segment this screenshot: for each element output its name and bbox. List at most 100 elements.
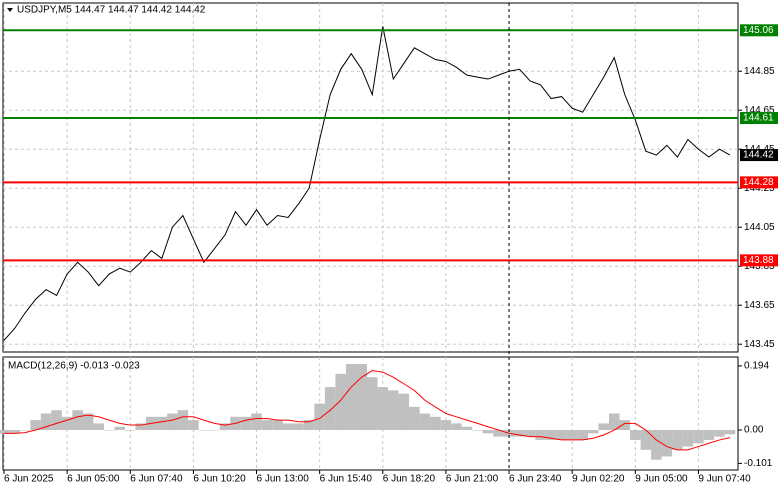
level-label: 143.88 — [743, 255, 774, 266]
macd-bar — [703, 430, 715, 440]
macd-bar — [198, 430, 210, 431]
macd-bar — [93, 423, 104, 431]
level-label: 145.06 — [743, 25, 774, 36]
y-tick-label: -0.101 — [744, 458, 773, 469]
x-tick-label: 6 Jun 13:00 — [257, 474, 310, 485]
macd-title: MACD(12,26,9) -0.013 -0.023 — [8, 361, 140, 372]
macd-bar — [587, 430, 599, 434]
current-price-label: 144.42 — [743, 150, 774, 161]
macd-bar — [156, 416, 168, 431]
y-tick-label: 0.194 — [744, 361, 769, 372]
macd-bar — [545, 430, 557, 440]
x-tick-label: 6 Jun 18:20 — [383, 474, 436, 485]
macd-bar — [30, 420, 41, 431]
y-tick-label: 144.85 — [744, 66, 775, 77]
x-tick-label: 6 Jun 07:40 — [130, 474, 183, 485]
macd-bar — [609, 413, 620, 431]
macd-bar — [209, 430, 220, 431]
macd-bar — [640, 430, 652, 450]
level-label: 144.61 — [743, 113, 774, 124]
macd-bar — [598, 423, 609, 431]
macd-bar — [430, 416, 441, 431]
macd-bar — [419, 413, 431, 431]
x-tick-label: 6 Jun 05:00 — [67, 474, 120, 485]
macd-bar — [9, 430, 20, 434]
macd-bar — [566, 430, 578, 440]
level-label-box — [740, 176, 778, 189]
signal-line — [4, 370, 731, 451]
macd-bar — [556, 430, 567, 440]
macd-bar — [409, 406, 420, 431]
macd-bar — [335, 373, 346, 431]
macd-bar — [293, 423, 304, 431]
macd-bar — [303, 420, 315, 431]
macd-bar — [524, 430, 536, 437]
macd-bar — [167, 413, 178, 431]
macd-bar — [693, 430, 704, 444]
level-label-box — [740, 112, 778, 125]
x-tick-label: 9 Jun 02:20 — [572, 474, 625, 485]
macd-bar — [461, 426, 473, 431]
level-label-box — [740, 24, 778, 37]
macd-bar — [398, 393, 410, 431]
macd-bar — [177, 410, 189, 431]
macd-bar — [367, 377, 378, 431]
level-label: 144.28 — [743, 177, 774, 188]
macd-bar — [514, 430, 525, 437]
macd-bar — [103, 430, 115, 431]
macd-bar — [51, 410, 62, 431]
x-tick-label: 6 Jun 23:40 — [509, 474, 562, 485]
macd-bar — [482, 430, 494, 434]
y-tick-label: 143.45 — [744, 339, 775, 350]
macd-bar — [356, 363, 367, 431]
x-tick-label: 6 Jun 10:20 — [193, 474, 246, 485]
macd-bar — [619, 420, 631, 431]
macd-bar — [661, 430, 673, 457]
macd-bar — [135, 423, 147, 431]
x-tick-label: 6 Jun 21:00 — [446, 474, 499, 485]
x-tick-label: 6 Jun 2025 — [4, 474, 54, 485]
price-panel — [2, 2, 739, 353]
macd-bar — [40, 413, 52, 431]
menu-arrow — [7, 8, 13, 12]
macd-bar — [72, 410, 83, 431]
macd-bar — [19, 430, 31, 431]
macd-bar — [114, 426, 125, 431]
macd-bar — [324, 387, 336, 431]
price-line — [3, 26, 731, 341]
macd-bar — [314, 403, 325, 431]
x-tick-label: 6 Jun 15:40 — [320, 474, 373, 485]
macd-bar — [219, 423, 231, 431]
macd-bar — [493, 430, 504, 437]
y-tick-label: 0.00 — [744, 425, 764, 436]
x-tick-label: 9 Jun 05:00 — [635, 474, 688, 485]
macd-bar — [345, 363, 357, 431]
macd-bar — [251, 413, 262, 431]
y-tick-label: 143.65 — [744, 300, 775, 311]
macd-bar — [440, 420, 452, 431]
macd-bar — [125, 430, 136, 431]
macd-bar — [61, 416, 73, 431]
macd-bar — [724, 430, 736, 435]
macd-bar — [261, 420, 273, 431]
macd-bar — [388, 390, 399, 431]
macd-bar — [630, 430, 641, 440]
macd-bar — [0, 430, 10, 434]
macd-bar — [188, 420, 199, 431]
chart-title: USDJPY,M5 144.47 144.47 144.42 144.42 — [17, 5, 206, 16]
macd-bar — [577, 430, 588, 440]
current-price-box — [740, 149, 778, 162]
x-tick-label: 9 Jun 07:40 — [698, 474, 751, 485]
macd-bar — [672, 430, 683, 450]
level-label-box — [740, 254, 778, 267]
y-tick-label: 144.05 — [744, 222, 775, 233]
macd-bar — [472, 430, 483, 431]
macd-bar — [240, 416, 252, 431]
macd-bar — [282, 423, 294, 431]
macd-bar — [451, 423, 462, 431]
macd-bar — [82, 413, 94, 431]
macd-bar — [535, 430, 546, 440]
y-tick-label: 144.65 — [744, 105, 775, 116]
